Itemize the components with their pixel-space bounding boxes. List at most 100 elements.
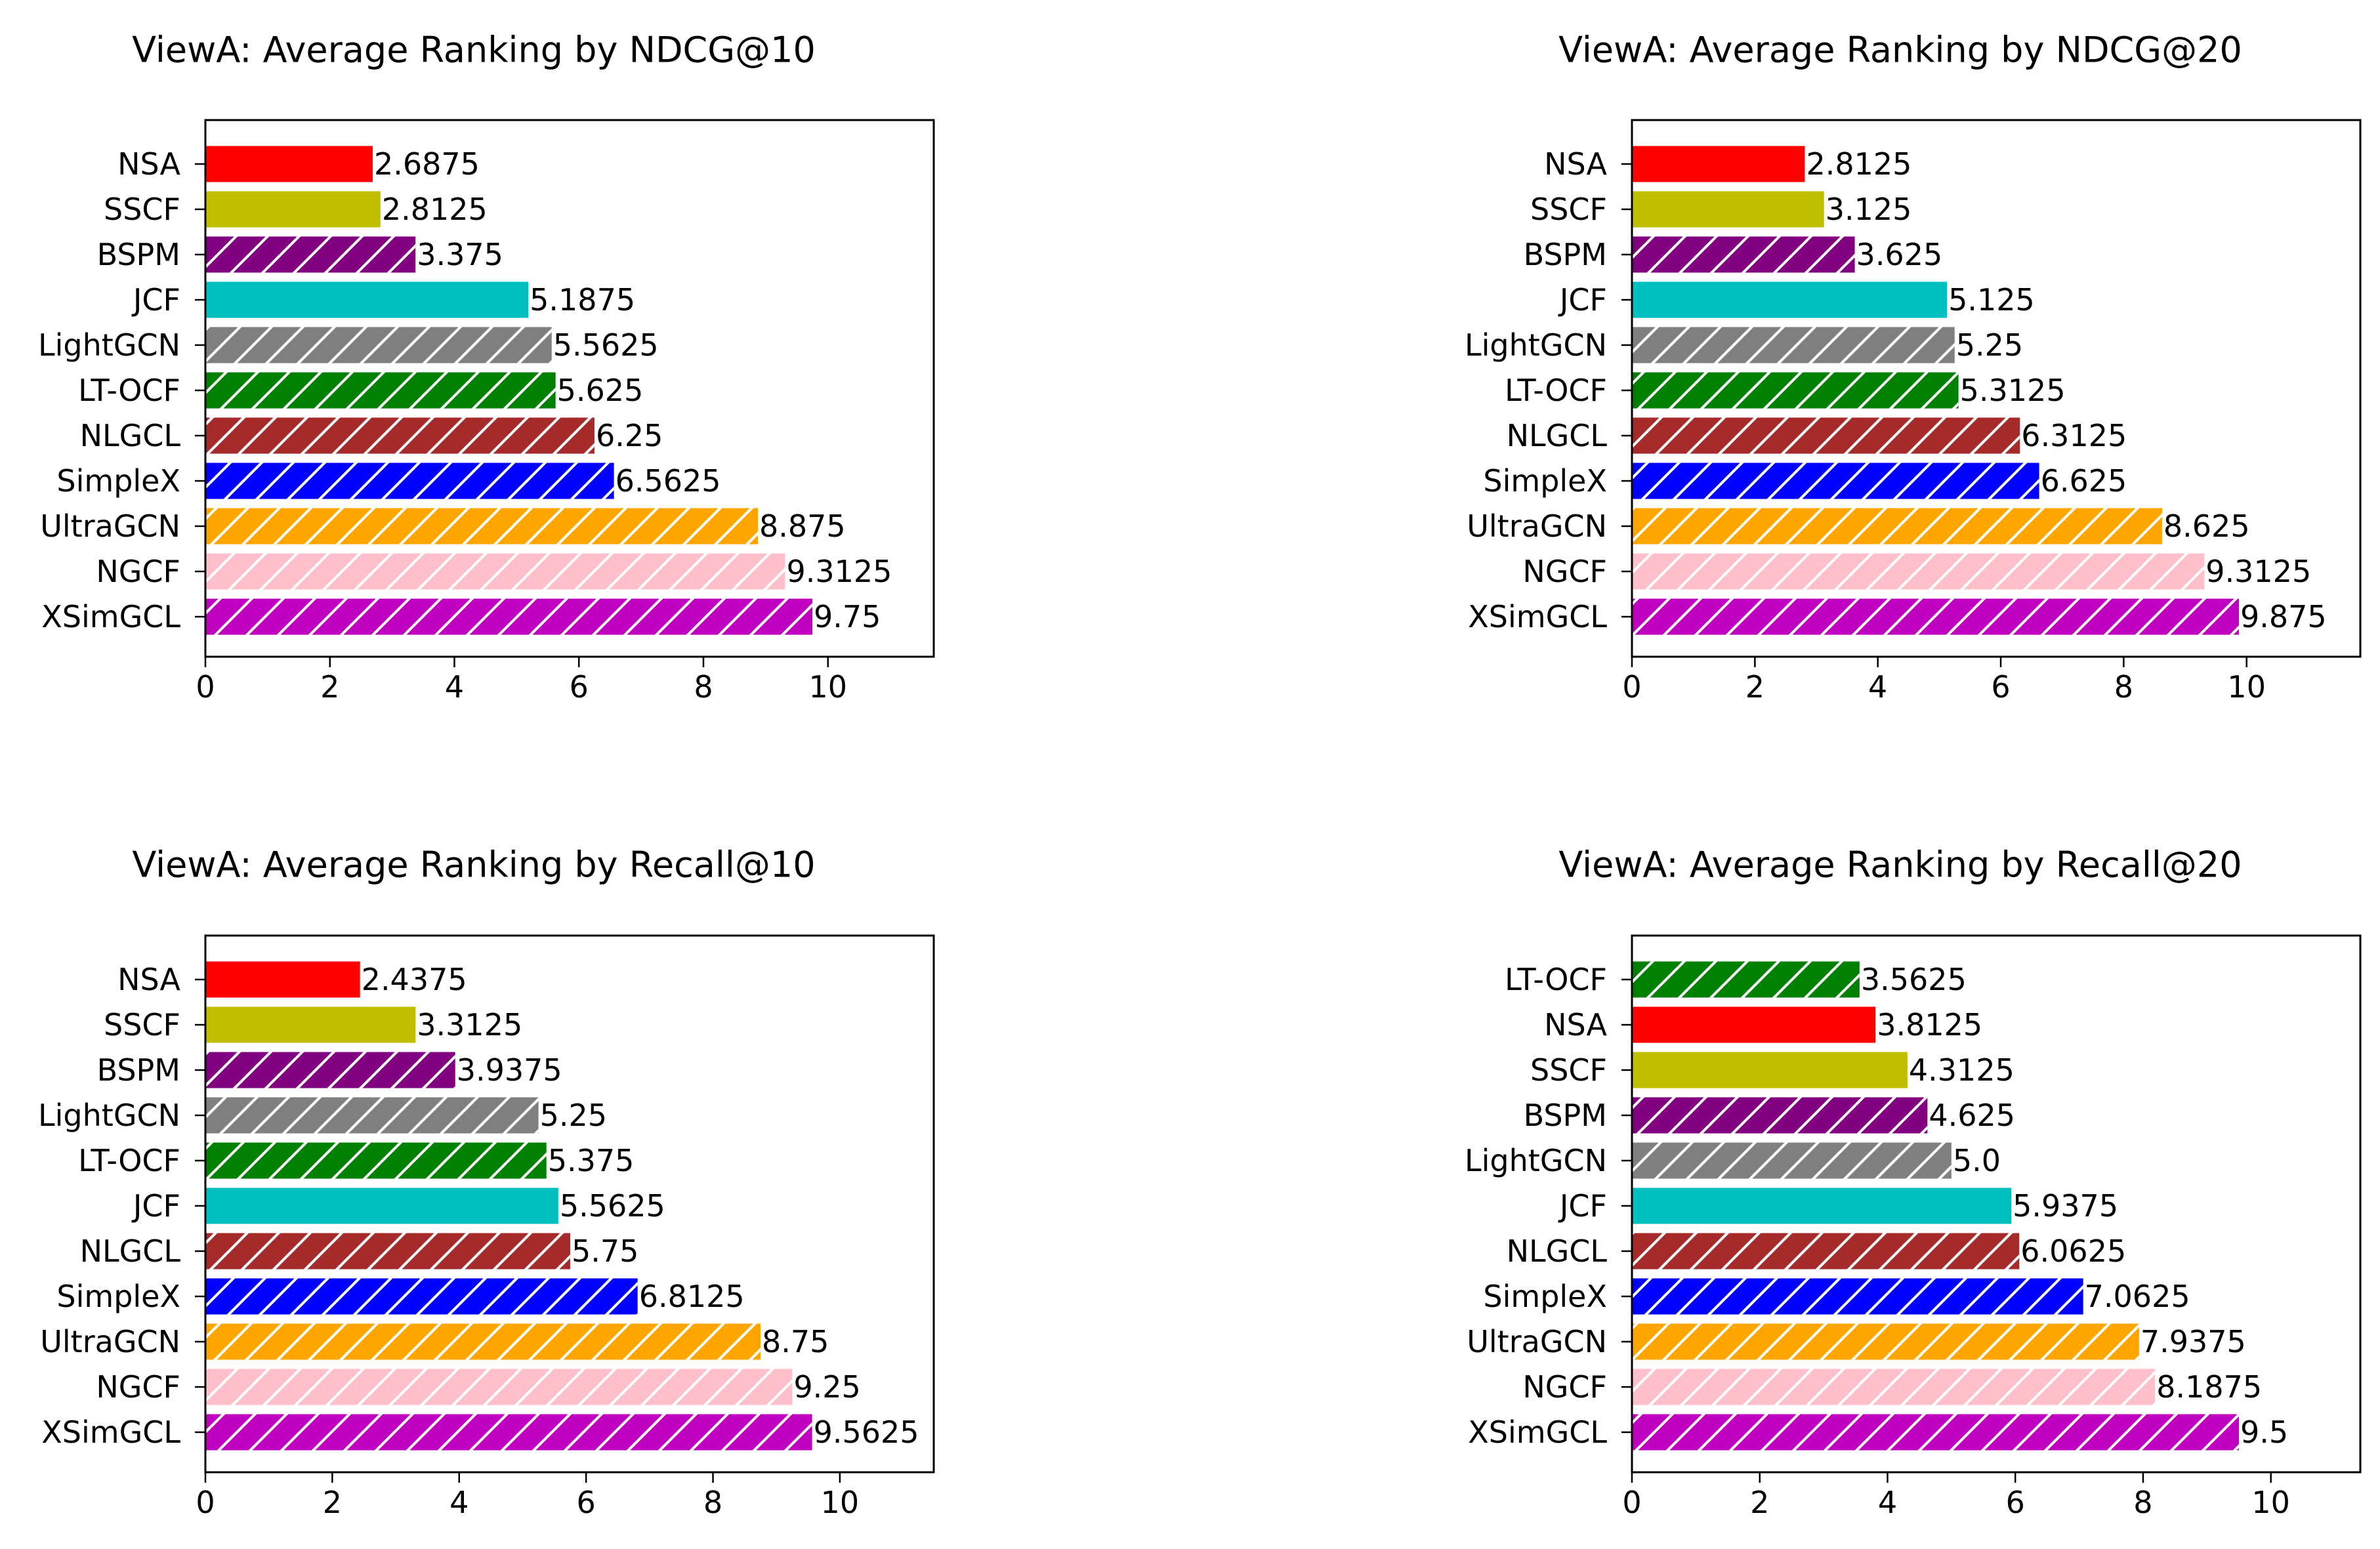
- bar-sscf: [205, 191, 381, 228]
- bar-hatch-nlgcl: [205, 417, 595, 454]
- category-label: SimpleX: [56, 463, 180, 499]
- bar-hatch-simplex: [205, 463, 614, 499]
- data-label: 9.3125: [786, 554, 892, 589]
- category-label: NLGCL: [80, 418, 181, 453]
- data-label: 5.5625: [553, 327, 659, 363]
- bar-nsa: [1632, 146, 1805, 182]
- category-label: UltraGCN: [40, 1324, 180, 1359]
- bar-hatch-ultragcn: [205, 508, 758, 545]
- data-label: 8.875: [759, 508, 846, 544]
- data-label: 7.0625: [2085, 1279, 2190, 1314]
- category-label: NSA: [117, 962, 180, 997]
- data-label: 2.6875: [374, 146, 480, 182]
- bar-hatch-ultragcn: [1632, 1323, 2139, 1360]
- chart-ndcg10: ViewA: Average Ranking by NDCG@10 NSA 2.68…: [38, 30, 935, 705]
- bar-nsa: [1632, 1006, 1876, 1043]
- category-label: UltraGCN: [40, 508, 180, 544]
- bar-hatch-xsimgcl: [1632, 598, 2239, 635]
- data-label: 6.5625: [616, 463, 721, 499]
- category-label: BSPM: [97, 1052, 180, 1088]
- category-label: SSCF: [1530, 1052, 1607, 1088]
- bar-hatch-ngcf: [205, 553, 785, 590]
- data-label: 8.625: [2163, 508, 2250, 544]
- data-label: 9.5: [2240, 1415, 2288, 1450]
- data-label: 6.8125: [639, 1279, 745, 1314]
- data-label: 6.3125: [2021, 418, 2127, 453]
- axes-frame: [1631, 119, 2362, 658]
- data-label: 2.8125: [1806, 146, 1911, 182]
- data-label: 3.9375: [457, 1052, 562, 1088]
- bar-jcf: [205, 1188, 558, 1224]
- category-label: NLGCL: [1507, 418, 1608, 453]
- bar-hatch-ultragcn: [205, 1323, 761, 1360]
- data-label: 4.625: [1929, 1098, 2015, 1133]
- data-label: 6.25: [596, 418, 663, 453]
- category-label: NLGCL: [1507, 1233, 1608, 1269]
- data-label: 5.9375: [2013, 1188, 2118, 1224]
- x-tick-label: 0: [196, 669, 215, 705]
- x-tick-label: 8: [2114, 669, 2133, 705]
- data-label: 4.3125: [1909, 1052, 2015, 1088]
- x-tick-label: 0: [196, 1485, 215, 1520]
- bar-sscf: [205, 1006, 416, 1043]
- bar-hatch-lightgcn: [1632, 327, 1955, 363]
- data-label: 5.0: [1953, 1143, 2001, 1178]
- data-label: 3.8125: [1877, 1007, 1982, 1043]
- data-label: 3.625: [1856, 237, 1943, 272]
- bar-hatch-bspm: [1632, 236, 1855, 273]
- bar-nsa: [205, 146, 373, 182]
- bar-hatch-lightgcn: [1632, 1142, 1952, 1179]
- category-label: NGCF: [96, 554, 180, 589]
- category-label: JCF: [1558, 282, 1607, 318]
- category-label: SimpleX: [1483, 463, 1607, 499]
- data-label: 8.1875: [2156, 1369, 2262, 1405]
- category-label: BSPM: [97, 237, 180, 272]
- x-tick-label: 10: [808, 669, 847, 705]
- category-label: SSCF: [104, 192, 180, 227]
- bar-hatch-nlgcl: [1632, 1233, 2020, 1270]
- axes-frame: [1631, 934, 2362, 1474]
- bar-hatch-ngcf: [205, 1369, 793, 1405]
- bar-hatch-ultragcn: [1632, 508, 2162, 545]
- bar-hatch-lt-ocf: [1632, 961, 1860, 998]
- bar-hatch-simplex: [1632, 463, 2039, 499]
- category-label: SimpleX: [1483, 1279, 1607, 1314]
- category-label: XSimGCL: [41, 599, 180, 634]
- x-tick-label: 6: [2006, 1485, 2025, 1520]
- data-label: 3.3125: [417, 1007, 522, 1043]
- data-label: 3.5625: [1861, 962, 1967, 997]
- category-label: NGCF: [96, 1369, 180, 1405]
- x-tick-label: 0: [1622, 669, 1641, 705]
- bar-hatch-xsimgcl: [1632, 1414, 2239, 1451]
- data-label: 5.75: [572, 1233, 638, 1269]
- x-tick-label: 4: [449, 1485, 469, 1520]
- bar-hatch-simplex: [205, 1278, 638, 1315]
- category-label: NLGCL: [80, 1233, 181, 1269]
- data-label: 6.625: [2041, 463, 2127, 499]
- bar-hatch-bspm: [1632, 1097, 1928, 1134]
- bar-hatch-xsimgcl: [205, 1414, 812, 1451]
- x-tick-label: 10: [2227, 669, 2266, 705]
- data-label: 5.375: [548, 1143, 635, 1178]
- x-tick-label: 6: [570, 669, 589, 705]
- bar-jcf: [205, 281, 529, 318]
- category-label: LT-OCF: [78, 373, 180, 408]
- x-tick-label: 4: [1868, 669, 1887, 705]
- bar-hatch-bspm: [205, 236, 416, 273]
- data-label: 9.3125: [2205, 554, 2311, 589]
- category-label: LightGCN: [1465, 327, 1607, 363]
- x-tick-label: 6: [576, 1485, 595, 1520]
- data-label: 9.75: [814, 599, 881, 634]
- bar-hatch-lt-ocf: [205, 372, 556, 409]
- category-label: XSimGCL: [1468, 599, 1607, 634]
- category-label: NSA: [1544, 1007, 1607, 1043]
- bar-hatch-bspm: [205, 1052, 455, 1088]
- chart-title: ViewA: Average Ranking by NDCG@10: [132, 30, 816, 71]
- axes-frame: [204, 934, 935, 1474]
- x-tick-label: 4: [445, 669, 464, 705]
- category-label: LightGCN: [38, 327, 180, 363]
- bar-jcf: [1632, 1188, 2012, 1224]
- category-label: BSPM: [1524, 237, 1607, 272]
- data-label: 5.25: [1956, 327, 2023, 363]
